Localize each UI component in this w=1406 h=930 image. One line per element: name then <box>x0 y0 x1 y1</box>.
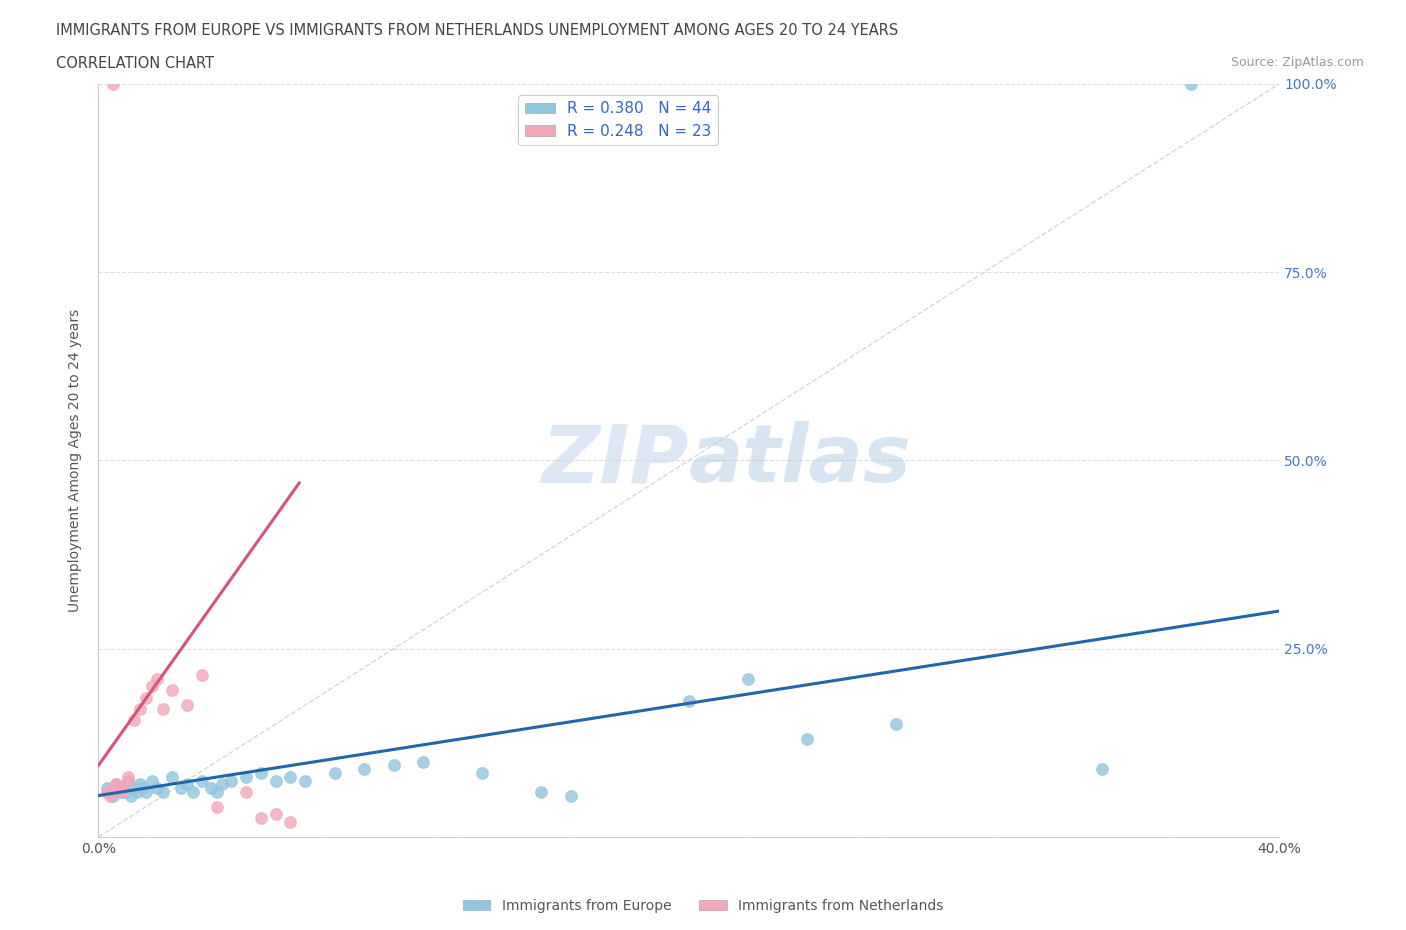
Point <box>132 780 155 795</box>
Point <box>105 777 128 791</box>
Legend: R = 0.380   N = 44, R = 0.248   N = 23: R = 0.380 N = 44, R = 0.248 N = 23 <box>519 95 718 145</box>
Point <box>96 780 118 795</box>
Point <box>135 784 157 799</box>
Point <box>103 76 125 91</box>
Point <box>122 712 145 727</box>
Point <box>191 668 214 683</box>
Point <box>1180 76 1202 91</box>
Point <box>294 773 316 788</box>
Point <box>117 769 139 784</box>
Point <box>125 784 148 799</box>
Point <box>200 780 222 795</box>
Point <box>98 784 121 799</box>
Point <box>152 701 174 716</box>
Point <box>111 780 134 795</box>
Point <box>117 773 139 788</box>
Point <box>1091 762 1114 777</box>
Point <box>471 765 494 780</box>
Point <box>191 773 214 788</box>
Point <box>250 765 273 780</box>
Point <box>235 769 257 784</box>
Point <box>135 690 157 705</box>
Point <box>412 754 434 769</box>
Text: CORRELATION CHART: CORRELATION CHART <box>56 56 214 71</box>
Point <box>141 773 163 788</box>
Point <box>170 780 193 795</box>
Point <box>176 777 198 791</box>
Point <box>353 762 375 777</box>
Point <box>141 679 163 694</box>
Point <box>181 784 204 799</box>
Point <box>250 811 273 826</box>
Point <box>128 777 150 791</box>
Point <box>162 769 183 784</box>
Point <box>108 780 131 795</box>
Point <box>114 784 136 799</box>
Text: IMMIGRANTS FROM EUROPE VS IMMIGRANTS FROM NETHERLANDS UNEMPLOYMENT AMONG AGES 20: IMMIGRANTS FROM EUROPE VS IMMIGRANTS FRO… <box>56 23 898 38</box>
Point <box>103 788 125 803</box>
Point <box>678 694 700 709</box>
Point <box>146 671 169 686</box>
Point <box>737 671 759 686</box>
Y-axis label: Unemployment Among Ages 20 to 24 years: Unemployment Among Ages 20 to 24 years <box>69 309 83 612</box>
Point <box>323 765 346 780</box>
Point <box>108 784 131 799</box>
Text: ZIP: ZIP <box>541 421 689 499</box>
Point <box>146 780 169 795</box>
Point <box>796 732 818 747</box>
Point <box>382 758 405 773</box>
Point <box>98 788 121 803</box>
Point <box>103 780 125 795</box>
Point <box>219 773 242 788</box>
Point <box>105 777 128 791</box>
Text: Source: ZipAtlas.com: Source: ZipAtlas.com <box>1230 56 1364 69</box>
Point <box>205 800 228 815</box>
Point <box>117 773 139 788</box>
Point <box>162 683 183 698</box>
Point <box>278 815 302 830</box>
Point <box>128 701 150 716</box>
Point <box>278 769 302 784</box>
Point <box>122 780 145 795</box>
Point <box>264 773 287 788</box>
Point <box>884 717 907 732</box>
Point <box>560 788 582 803</box>
Point <box>530 784 553 799</box>
Point <box>264 807 287 822</box>
Point <box>176 698 198 712</box>
Point <box>211 777 233 791</box>
Point <box>96 784 118 799</box>
Point <box>205 784 228 799</box>
Point <box>111 784 134 799</box>
Legend: Immigrants from Europe, Immigrants from Netherlands: Immigrants from Europe, Immigrants from … <box>457 894 949 919</box>
Point <box>152 784 174 799</box>
Point <box>235 784 257 799</box>
Text: atlas: atlas <box>689 421 911 499</box>
Point <box>120 788 142 803</box>
